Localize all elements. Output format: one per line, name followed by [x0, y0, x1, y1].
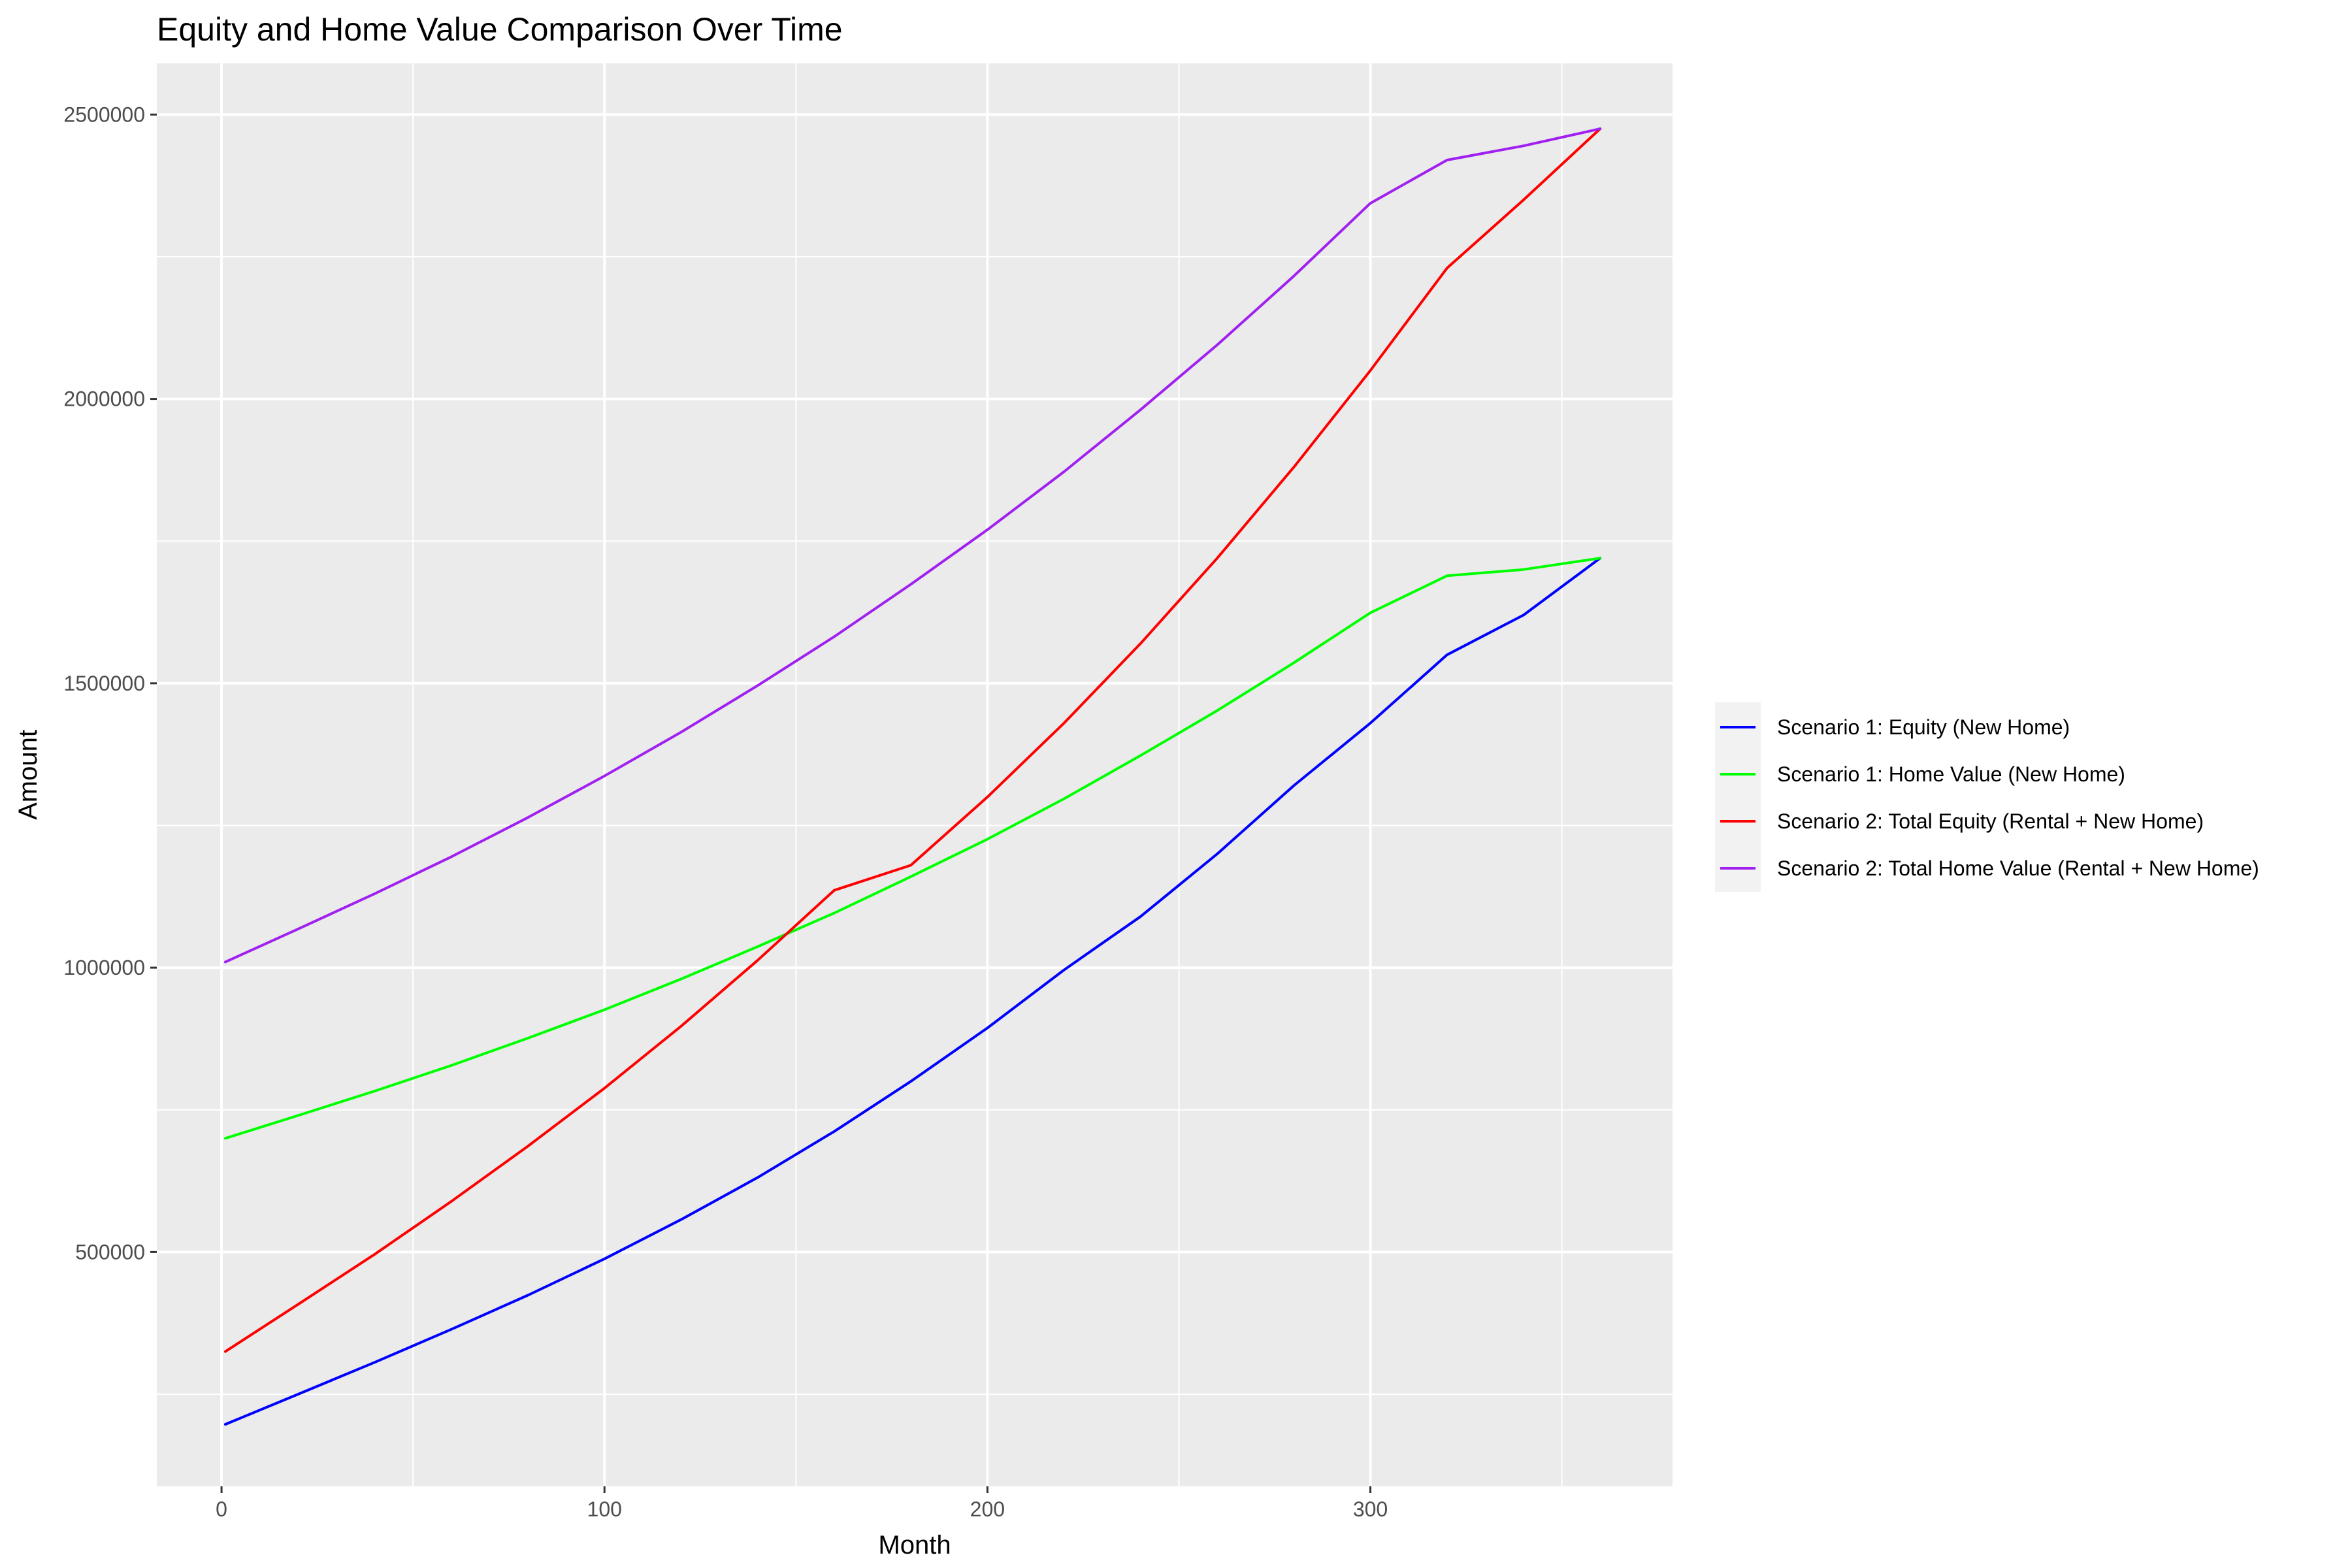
legend-label-2: Scenario 1: Home Value (New Home) — [1777, 762, 2125, 786]
y-tick-label: 2500000 — [63, 103, 145, 126]
chart-title: Equity and Home Value Comparison Over Ti… — [157, 11, 843, 48]
legend-label-1: Scenario 1: Equity (New Home) — [1777, 715, 2070, 739]
series-line-1 — [223, 557, 1602, 1426]
series-lines — [223, 127, 1602, 1426]
y-axis: 500000 1000000 1500000 2000000 2500000 — [63, 103, 157, 1264]
legend: Scenario 1: Equity (New Home) Scenario 1:… — [1715, 702, 2259, 892]
x-tick-label: 200 — [970, 1497, 1005, 1521]
x-tick-label: 100 — [587, 1497, 622, 1521]
y-tick-label: 1000000 — [63, 956, 145, 979]
legend-key-background — [1715, 702, 1761, 892]
legend-label-4: Scenario 2: Total Home Value (Rental + N… — [1777, 857, 2259, 880]
y-tick-label: 1500000 — [63, 672, 145, 695]
x-tick-label: 0 — [216, 1497, 227, 1521]
y-tick-label: 2000000 — [63, 387, 145, 411]
x-tick-label: 300 — [1353, 1497, 1388, 1521]
x-axis-title: Month — [878, 1531, 951, 1560]
series-line-4 — [223, 127, 1602, 964]
major-gridlines — [157, 63, 1673, 1486]
series-line-3 — [223, 127, 1602, 1353]
minor-gridlines — [157, 63, 1673, 1486]
series-line-2 — [223, 557, 1602, 1140]
legend-label-3: Scenario 2: Total Equity (Rental + New H… — [1777, 809, 2204, 833]
y-tick-label: 500000 — [75, 1240, 145, 1264]
x-axis: 0 100 200 300 — [216, 1486, 1388, 1521]
plot-panel — [157, 63, 1673, 1486]
y-axis-title: Amount — [14, 730, 42, 820]
